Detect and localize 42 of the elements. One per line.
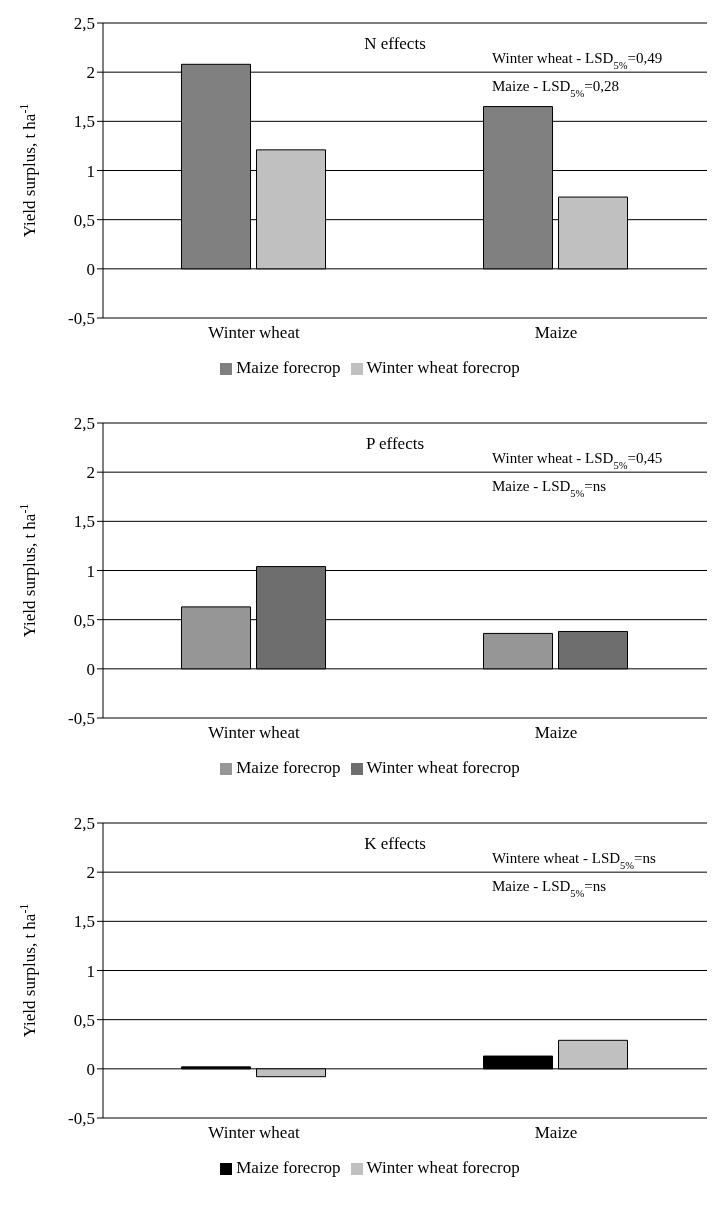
y-tick-label: 2,5 xyxy=(73,814,95,834)
x-tick-label: Winter wheat xyxy=(208,1123,300,1143)
annotation: Winter wheat - LSD$_{5%}$=0,49 xyxy=(492,50,663,71)
x-tick-label: Maize xyxy=(534,1123,578,1143)
y-tick-label: 1,5 xyxy=(73,912,95,932)
y-tick-label: 2 xyxy=(86,63,95,83)
y-tick-label: 0,5 xyxy=(73,1010,95,1030)
y-tick-label: 0,5 xyxy=(73,210,95,230)
x-tick-label: Maize xyxy=(534,723,578,743)
y-tick-label: 1 xyxy=(86,161,95,181)
legend-label: Maize forecrop xyxy=(236,358,341,377)
legend-label: Maize forecrop xyxy=(236,1158,341,1177)
y-tick-label: -0,5 xyxy=(68,709,95,729)
y-tick-label: 2 xyxy=(86,863,95,883)
annotation: Maize - LSD$_{5%}$=0,28 xyxy=(492,78,620,99)
text: K effects xyxy=(364,834,426,853)
y-tick-label: 1,5 xyxy=(73,512,95,532)
legend-label: Maize forecrop xyxy=(236,758,341,777)
annotation: Winter wheat - LSD$_{5%}$=0,45 xyxy=(492,450,663,471)
y-tick-label: -0,5 xyxy=(68,1109,95,1129)
y-tick-label: 1 xyxy=(86,961,95,981)
text: P effects xyxy=(365,434,425,453)
y-tick-label: 2 xyxy=(86,463,95,483)
y-tick-label: 2,5 xyxy=(73,14,95,34)
annotation: Maize - LSD$_{5%}$=ns xyxy=(492,878,607,899)
y-tick-label: 0,5 xyxy=(73,610,95,630)
y-tick-label: 2,5 xyxy=(73,414,95,434)
y-tick-label: 0 xyxy=(86,259,95,279)
y-tick-label: -0,5 xyxy=(68,309,95,329)
annotation: Wintere wheat - LSD$_{5%}$=ns xyxy=(492,850,657,871)
x-tick-label: Winter wheat xyxy=(208,723,300,743)
legend-label: Winter wheat forecrop xyxy=(366,358,520,377)
legend-label: Winter wheat forecrop xyxy=(366,1158,520,1177)
y-tick-label: 0 xyxy=(86,1059,95,1079)
legend-label: Winter wheat forecrop xyxy=(366,758,520,777)
annotation: Maize - LSD$_{5%}$=ns xyxy=(492,478,607,499)
y-tick-label: 1 xyxy=(86,561,95,581)
y-tick-label: 1,5 xyxy=(73,112,95,132)
y-tick-label: 0 xyxy=(86,659,95,679)
text: N effects xyxy=(364,34,426,53)
x-tick-label: Maize xyxy=(534,323,578,343)
x-tick-label: Winter wheat xyxy=(208,323,300,343)
